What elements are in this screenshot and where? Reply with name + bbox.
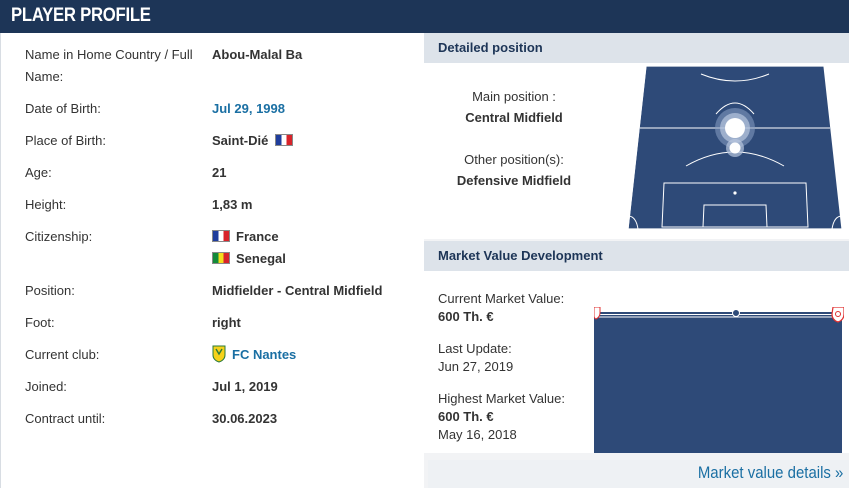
row-label: Current club: [25,347,100,362]
side-panels: Detailed position Main position : Centra… [424,33,849,488]
market-value-panel: Current Market Value: 600 Th. € Last Upd… [424,271,849,453]
flag-france-icon [274,134,293,146]
player-data-panel: Name in Home Country / Full Name: Abou-M… [0,33,424,488]
detailed-position-title: Detailed position [424,33,849,63]
row-value: right [212,315,241,330]
row-label: Height: [25,197,67,212]
main-position-marker [715,108,755,148]
market-value-details-link[interactable]: Market value details » [697,463,843,482]
last-update-value: Jun 27, 2019 [438,359,514,374]
market-value-title: Market Value Development [424,241,849,271]
row-value: France [236,229,279,244]
highest-value: 600 Th. € [438,409,494,424]
other-position-marker [726,139,744,157]
row-value: Abou-Malal Ba [212,47,303,62]
row-label: Place of Birth: [25,133,106,148]
row-value: Senegal [236,251,286,266]
last-update-label: Last Update: [438,341,512,356]
market-value-chart [594,307,844,453]
row-label: Age: [25,165,52,180]
row-value: 30.06.2023 [212,411,278,426]
pitch-diagram [627,66,843,229]
current-value: 600 Th. € [438,309,494,324]
row-full-name: Name in Home Country / Full Name: Abou-M… [25,44,415,88]
current-value-label: Current Market Value: [438,291,565,306]
other-position-label: Other position(s): [464,152,564,167]
row-label: Contract until: [25,411,106,426]
row-label: Foot: [25,315,55,330]
current-club-name: FC Nantes [232,347,297,362]
row-value: 21 [212,165,227,180]
profile-header: PLAYER PROFILE [0,0,849,33]
flag-senegal-icon [212,252,230,264]
date-of-birth-link[interactable]: Jul 29, 1998 [212,101,285,116]
flag-france-icon [212,230,230,242]
club-crest-icon[interactable] [594,307,601,320]
row-label: Citizenship: [25,229,93,244]
row-label: Joined: [25,379,67,394]
club-crest-icon[interactable] [831,307,844,323]
row-label: Name in Home Country / Full Name: [25,47,193,84]
citizenship-1: France [212,226,279,248]
highest-value-label: Highest Market Value: [438,391,565,406]
row-label: Position: [25,283,75,298]
row-value: 1,83 m [212,197,253,212]
main-position-text: Central Midfield [465,110,563,125]
highest-value-date: May 16, 2018 [438,427,517,442]
row-value: Jul 1, 2019 [212,379,278,394]
current-club-link[interactable]: FC Nantes [212,344,296,366]
main-position-value: Central Midfield [424,110,604,125]
row-value-wrap: Saint-Dié [212,130,293,152]
other-position-value: Defensive Midfield [424,173,604,188]
chart-point[interactable] [732,309,740,317]
detailed-position-panel: Main position : Central Midfield Other p… [424,63,849,239]
row-citizenship: Citizenship: France Senegal [25,226,415,270]
market-value-footer: Market value details » [428,460,849,488]
row-value: Saint-Dié [212,133,269,148]
row-value: Midfielder - Central Midfield [212,283,383,298]
profile-header-title: PLAYER PROFILE [11,5,151,26]
main-position-label: Main position : [472,89,556,104]
fc-nantes-badge-icon [212,345,226,363]
citizenship-2: Senegal [212,248,286,270]
row-label: Date of Birth: [25,101,101,116]
other-position-text: Defensive Midfield [456,173,572,188]
